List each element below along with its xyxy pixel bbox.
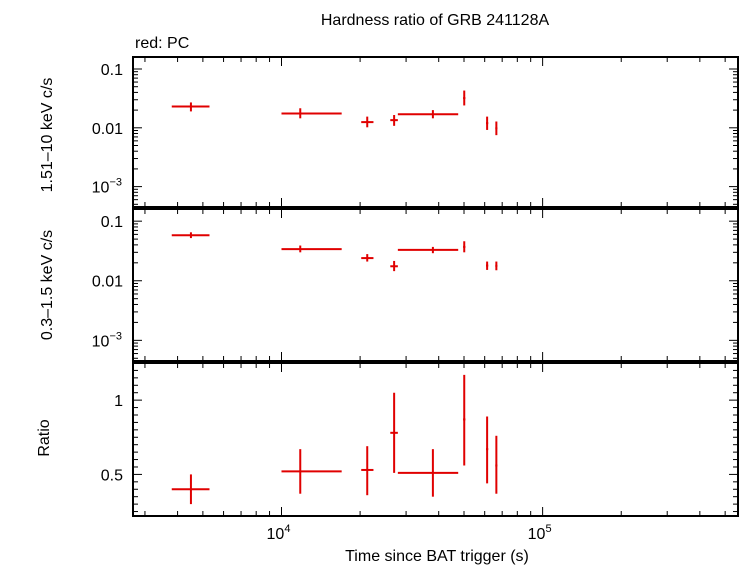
data-point	[486, 416, 489, 484]
data-point	[390, 115, 398, 126]
y-tick-label: 1	[114, 393, 123, 410]
data-point	[171, 102, 210, 112]
y-tick-label: 0.01	[92, 121, 123, 138]
panel-frame	[132, 56, 739, 208]
data-point	[361, 254, 374, 262]
y-axis-label-hard: 1.51–10 keV c/s	[39, 78, 56, 193]
legend-note: red: PC	[135, 35, 189, 52]
data-point	[361, 446, 374, 496]
panel-hard: 0.1 0.01 10−3	[92, 56, 739, 208]
panel-frame	[132, 362, 739, 517]
y-tick-label: 0.1	[101, 62, 123, 79]
data-point	[390, 392, 398, 473]
data-point	[495, 121, 498, 136]
y-axis-label-ratio: Ratio	[36, 419, 53, 456]
data-point	[486, 261, 489, 270]
data-point	[397, 449, 459, 497]
data-point	[390, 260, 398, 272]
data-point	[495, 261, 498, 271]
data-point	[495, 435, 498, 494]
panel-soft: 0.1 0.01 10−3	[92, 208, 739, 362]
data-point	[397, 110, 459, 119]
y-tick-label: 0.01	[92, 274, 123, 291]
data-point	[463, 90, 466, 106]
y-axis-label-soft: 0.3–1.5 keV c/s	[39, 230, 56, 340]
data-point	[281, 108, 342, 119]
x-axis-label: Time since BAT trigger (s)	[345, 548, 529, 565]
y-tick-label: 0.1	[101, 214, 123, 231]
data-point	[361, 116, 374, 128]
x-tick-label: 104	[267, 523, 291, 543]
chart-title: Hardness ratio of GRB 241128A	[321, 12, 550, 29]
data-point	[281, 245, 342, 253]
data-point	[171, 232, 210, 239]
data-point	[171, 474, 210, 505]
data-point	[486, 116, 489, 130]
data-point	[463, 241, 466, 253]
data-point	[463, 374, 466, 466]
y-tick-label: 10−3	[92, 177, 122, 197]
panel-ratio: 10.5	[101, 362, 739, 517]
panel-frame	[132, 208, 739, 362]
x-tick-label: 105	[528, 523, 552, 543]
data-point	[397, 246, 459, 254]
y-tick-label: 10−3	[92, 330, 122, 350]
y-tick-label: 0.5	[101, 467, 123, 484]
data-point	[281, 449, 342, 494]
